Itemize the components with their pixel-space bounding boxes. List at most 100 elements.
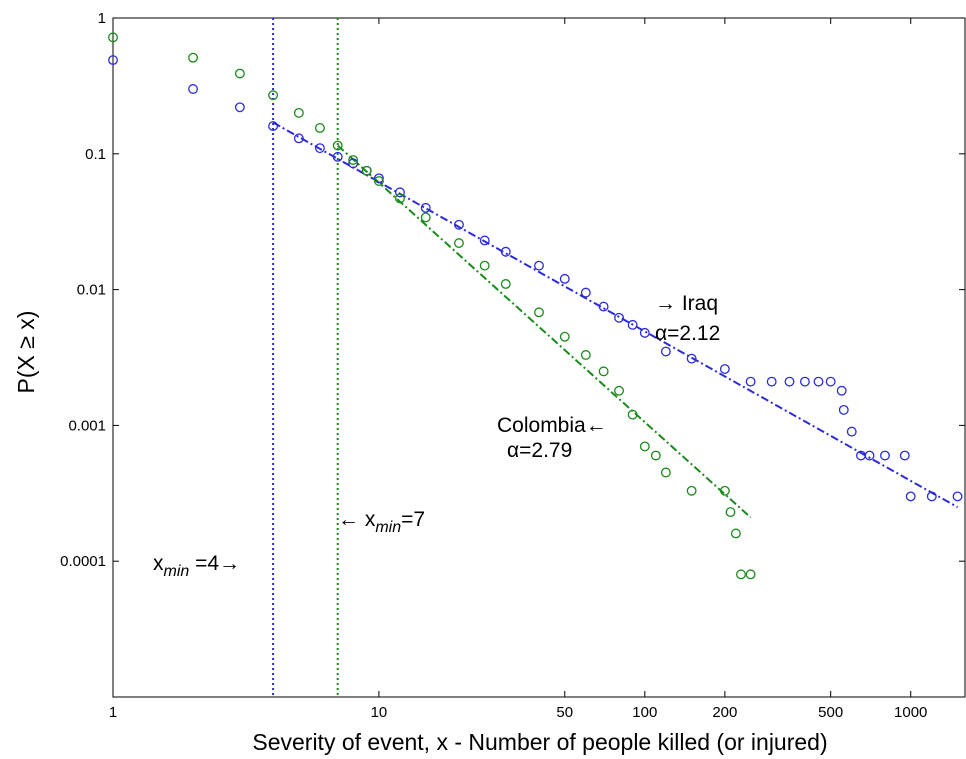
colombia-point [745, 569, 756, 580]
iraq-point [268, 121, 279, 132]
plot-frame [112, 17, 966, 698]
iraq-point [614, 312, 624, 323]
iraq-point [766, 376, 777, 387]
iraq-point [660, 346, 671, 357]
iraq-alpha: α=2.12 [655, 322, 720, 345]
x-tick-label: 100 [632, 704, 657, 721]
iraq-point [108, 55, 118, 66]
colombia-point [234, 68, 245, 79]
x-tick-label: 200 [712, 704, 737, 721]
iraq-point [952, 491, 963, 502]
iraq-point [926, 491, 937, 502]
colombia-point [314, 123, 325, 133]
iraq-point [234, 102, 245, 113]
colombia-point [108, 32, 118, 43]
iraq-label: → Iraq [655, 292, 718, 315]
iraq-point [813, 376, 824, 387]
colombia-point [686, 485, 697, 496]
iraq-point [373, 173, 384, 184]
colombia-fit-line [337, 144, 752, 519]
colombia-point [395, 193, 405, 204]
xmin-green-label: ← xmin=7 [338, 508, 425, 536]
colombia-alpha: α=2.79 [507, 439, 572, 462]
iraq-point [639, 327, 650, 338]
colombia-point [500, 279, 511, 289]
data-points [108, 32, 963, 580]
iraq-point [479, 235, 490, 246]
iraq-point [905, 491, 916, 502]
xmin-blue-sub: min [164, 563, 190, 580]
colombia-point [479, 260, 490, 271]
colombia-point [725, 507, 736, 518]
iraq-point [580, 287, 591, 298]
fit-lines [272, 121, 959, 519]
colombia-label: Colombia← [497, 414, 607, 437]
colombia-point [598, 366, 609, 377]
iraq-point [559, 273, 570, 284]
iraq-point [332, 151, 343, 162]
colombia-point [293, 107, 304, 118]
iraq-point [500, 246, 511, 257]
colombia-point [627, 409, 638, 420]
iraq-point [719, 364, 730, 374]
x-tick-label: 1 [109, 704, 117, 721]
colombia-point [719, 485, 730, 496]
iraq-point [784, 376, 795, 387]
xmin-green-rest: =7 [401, 508, 425, 531]
iraq-point [899, 450, 910, 461]
y-tick-label: 1 [98, 10, 106, 27]
colombia-point [373, 176, 384, 186]
axis-ticks: 1 10 50 100 200 500 1000 1 0.1 0.01 0.001 0.0001 [60, 10, 965, 721]
colombia-point [454, 238, 464, 249]
iraq-fit-line [272, 121, 959, 509]
x-tick-label: 10 [371, 704, 388, 721]
iraq-point [534, 260, 544, 271]
colombia-point [188, 52, 198, 63]
colombia-point [580, 350, 591, 360]
iraq-point [836, 385, 847, 396]
colombia-point [730, 528, 741, 539]
iraq-point [846, 426, 857, 437]
x-tick-label: 50 [556, 704, 573, 721]
y-tick-label: 0.0001 [60, 553, 106, 570]
colombia-point [420, 212, 431, 223]
iraq-point [864, 450, 875, 461]
y-tick-label: 0.1 [85, 146, 106, 163]
iraq-point [598, 301, 609, 312]
iraq-point [799, 376, 810, 387]
iraq-point [745, 376, 756, 387]
y-tick-label: 0.01 [77, 282, 106, 299]
iraq-point [838, 404, 849, 415]
colombia-point [650, 450, 661, 461]
iraq-point [293, 133, 304, 144]
y-tick-label: 0.001 [68, 417, 106, 434]
colombia-point [534, 307, 544, 318]
xmin-blue-rest: =4→ [189, 552, 240, 575]
xmin-green-sub: min [375, 519, 401, 536]
iraq-point [880, 450, 890, 461]
xmin-lines [272, 18, 339, 697]
iraq-point [825, 376, 836, 387]
colombia-point [361, 165, 372, 176]
iraq-point [348, 158, 359, 169]
colombia-point [559, 331, 570, 342]
iraq-point [314, 143, 325, 154]
iraq-point [395, 187, 405, 198]
y-axis-label: P(X ≥ x) [13, 311, 39, 394]
colombia-point [268, 90, 279, 101]
colombia-point [736, 569, 746, 580]
iraq-point [454, 219, 464, 230]
iraq-point [188, 84, 198, 94]
iraq-point [686, 353, 697, 364]
colombia-point [614, 385, 624, 396]
xmin-blue-label: xmin =4→ [153, 552, 240, 580]
x-tick-label: 500 [818, 704, 843, 721]
xmin-green-x: ← x [338, 508, 376, 531]
iraq-point [420, 202, 431, 213]
xmin-blue-x: x [153, 552, 164, 575]
iraq-point [627, 319, 638, 330]
colombia-point [348, 155, 359, 165]
colombia-point [332, 140, 343, 151]
x-axis-label: Severity of event, x - Number of people … [252, 729, 827, 755]
